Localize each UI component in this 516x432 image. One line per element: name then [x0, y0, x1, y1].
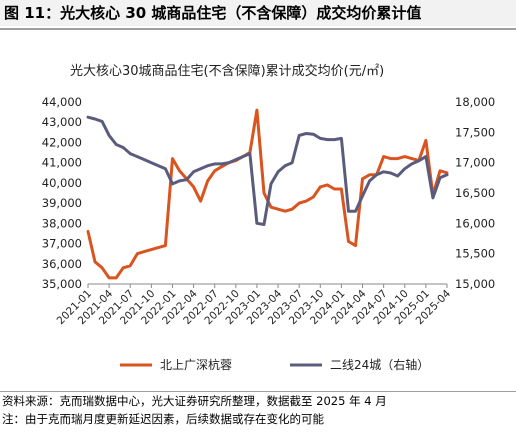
legend-label: 二线24城（右轴） [330, 357, 429, 372]
right-y-tick-label: 17,000 [455, 156, 495, 170]
chart-title: 光大核心30城商品住宅(不含保障)累计成交均价(元/㎡) [70, 63, 384, 79]
series-lines [86, 108, 449, 280]
left-y-tick-label: 42,000 [42, 135, 82, 149]
right-y-tick-label: 15,000 [455, 277, 495, 291]
line-chart: 光大核心30城商品住宅(不含保障)累计成交均价(元/㎡) 35,000 36,00… [42, 63, 496, 372]
left-y-tick-label: 37,000 [42, 237, 82, 251]
right-y-tick-label: 17,500 [455, 125, 495, 139]
right-y-tick-label: 16,500 [455, 186, 495, 200]
left-y-tick-label: 41,000 [42, 156, 82, 170]
footnote: 注：由于克而瑞月度更新延迟因素，后续数据或存在变化的可能 [2, 412, 324, 426]
legend-label: 北上广深杭蓉 [160, 357, 232, 372]
series-line-tier1-cities [86, 108, 449, 280]
right-y-tick-label: 18,000 [455, 95, 495, 109]
figure-label: 图 11：光大核心 30 城商品住宅（不含保障）成交均价累计值 [0, 0, 516, 26]
left-y-tick-label: 40,000 [42, 176, 82, 190]
legend: 北上广深杭蓉 二线24城（右轴） [120, 357, 429, 372]
left-y-tick-label: 44,000 [42, 95, 82, 109]
source-note: 资料来源：克而瑞数据中心，光大证券研究所整理，数据截至 2025 年 4 月 [2, 394, 387, 408]
bottom-divider [0, 391, 516, 392]
left-y-tick-label: 38,000 [42, 216, 82, 230]
left-y-tick-label: 43,000 [42, 115, 82, 129]
left-y-tick-labels: 35,000 36,000 37,000 38,000 39,000 40,000 41,0… [42, 95, 82, 291]
top-divider [0, 28, 516, 30]
axes [87, 283, 448, 288]
right-y-tick-label: 15,500 [455, 247, 495, 261]
left-y-tick-label: 36,000 [42, 257, 82, 271]
left-y-tick-label: 39,000 [42, 196, 82, 210]
right-y-tick-label: 16,000 [455, 216, 495, 230]
left-y-tick-label: 35,000 [42, 277, 82, 291]
series-line-tier2-24-cities [86, 115, 449, 226]
right-y-tick-labels: 15,000 15,500 16,000 16,500 17,000 17,500 18,0… [455, 95, 495, 291]
x-tick-labels: 2021-012021-042021-072021-102022-012022-… [55, 287, 454, 327]
